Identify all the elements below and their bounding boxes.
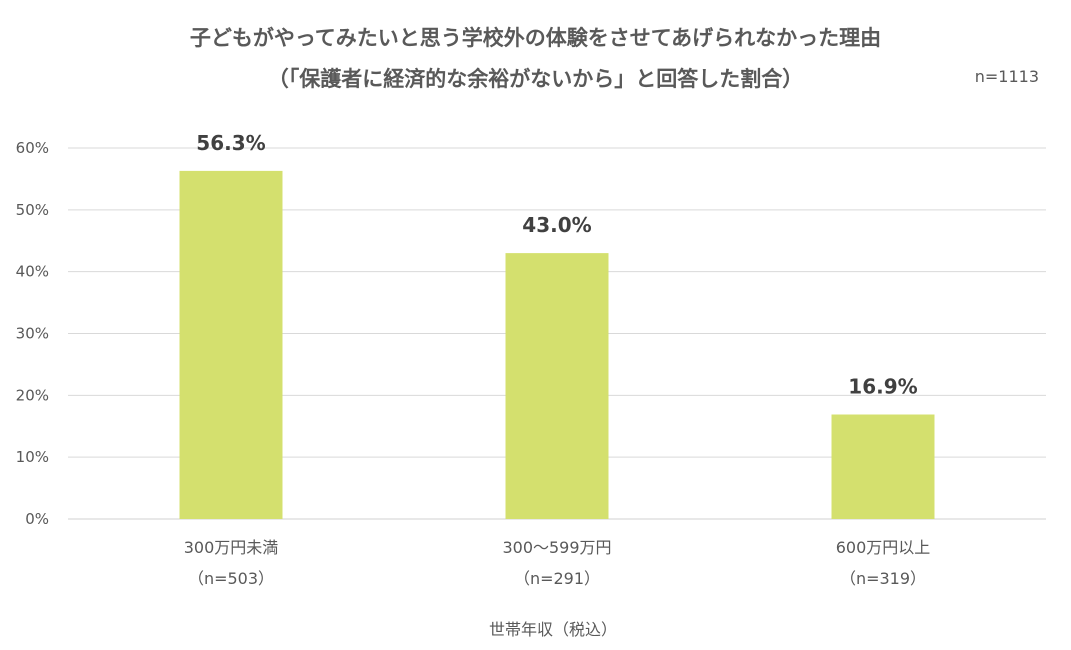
y-tick-label: 20% (16, 386, 49, 404)
x-category-label: 600万円以上 (836, 538, 931, 557)
y-tick-label: 30% (16, 325, 49, 343)
bar (831, 414, 935, 519)
data-label: 43.0% (522, 213, 591, 237)
y-tick-label: 40% (16, 263, 49, 281)
bars (179, 170, 935, 519)
sample-size: n=1113 (974, 67, 1039, 86)
y-tick-label: 10% (16, 448, 49, 466)
bar (505, 253, 609, 519)
data-labels: 56.3% 43.0% 16.9% (196, 131, 917, 399)
x-category-label: 300〜599万円 (502, 538, 611, 557)
data-label: 16.9% (848, 375, 917, 399)
y-tick-label: 0% (25, 510, 49, 528)
y-axis-ticks: 0% 10% 20% 30% 40% 50% 60% (16, 139, 49, 528)
chart-title-line1: 子どもがやってみたいと思う学校外の体験をさせてあげられなかった理由 (189, 26, 882, 50)
y-tick-label: 50% (16, 201, 49, 219)
data-label: 56.3% (196, 131, 265, 155)
x-category-label: 300万円未満 (184, 538, 279, 557)
y-tick-label: 60% (16, 139, 49, 157)
x-axis-label: 世帯年収（税込） (489, 620, 617, 639)
x-category-sample-size: （n=291） (514, 569, 600, 588)
x-axis-categories: 300万円未満 （n=503） 300〜599万円 （n=291） 600万円以上 （n=… (184, 538, 931, 588)
bar (179, 170, 283, 519)
chart-title-line2: （「保護者に経済的な余裕がないから」と回答した割合） (267, 67, 804, 91)
x-category-sample-size: （n=319） (840, 569, 926, 588)
x-category-sample-size: （n=503） (188, 569, 274, 588)
